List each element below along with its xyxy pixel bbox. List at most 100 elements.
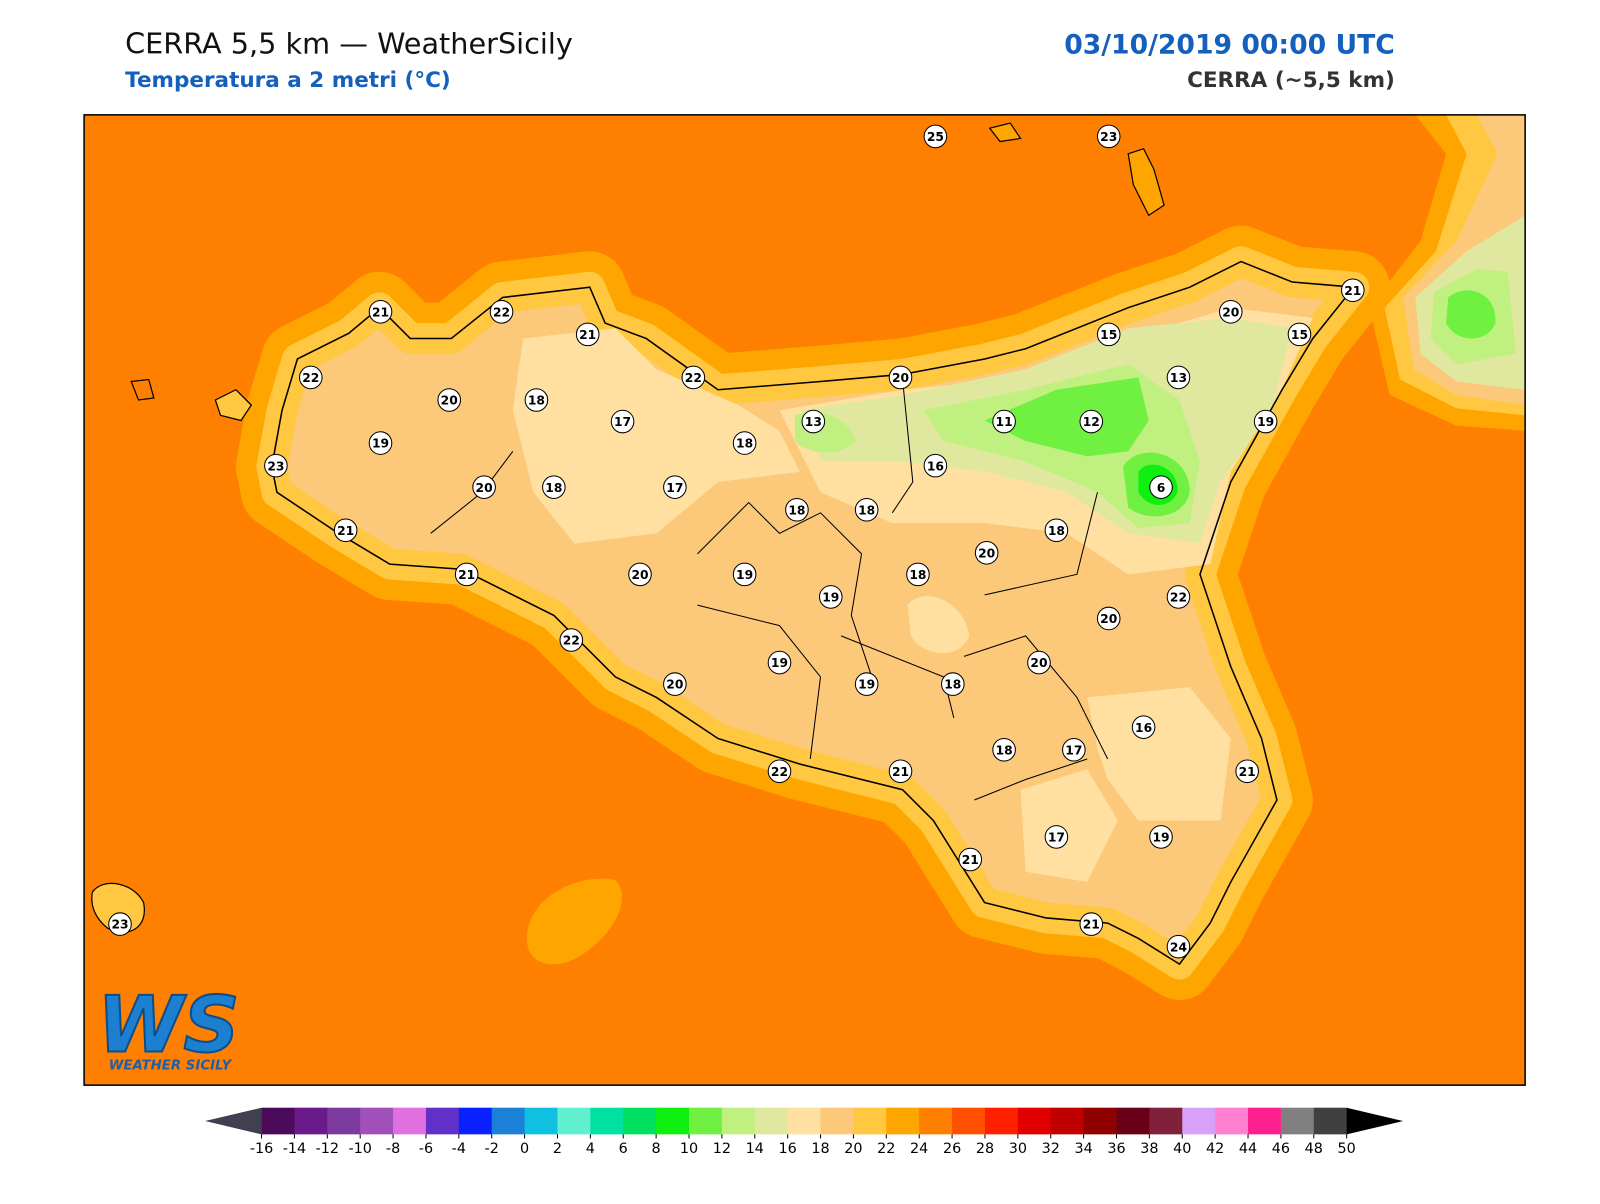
station-value: 11 — [996, 415, 1013, 429]
station-value: 18 — [944, 678, 961, 692]
colorbar-swatch — [721, 1107, 756, 1135]
colorbar-swatch — [984, 1107, 1019, 1135]
colorbar-tick-label: 26 — [943, 1141, 961, 1157]
station-value: 17 — [666, 481, 683, 495]
station-value: 22 — [493, 305, 510, 319]
station-marker — [854, 497, 879, 522]
colorbar-tick-label: 48 — [1305, 1141, 1323, 1157]
station-marker — [888, 365, 913, 390]
colorbar-swatch — [1182, 1107, 1216, 1135]
station-value: 22 — [302, 371, 319, 385]
colorbar-tick-label: 18 — [811, 1141, 829, 1157]
colorbar-tick-label: 44 — [1239, 1141, 1257, 1157]
station-value: 16 — [1135, 721, 1152, 735]
station-marker — [1218, 300, 1243, 324]
colorbar-tick-label: 46 — [1272, 1141, 1290, 1157]
colorbar-swatch — [491, 1107, 526, 1135]
station-value: 19 — [736, 568, 753, 582]
map: 25 23 21 22 21 21 20 15 15 22 22 20 13 20 18 17 13 11 12 19… — [84, 114, 1526, 1086]
colorbar-extend-low — [205, 1107, 262, 1135]
colorbar-swatch — [623, 1107, 657, 1135]
station-value: 16 — [927, 459, 944, 473]
station-marker — [1044, 825, 1069, 849]
station-marker — [628, 562, 652, 587]
station-marker — [1149, 825, 1173, 849]
station-marker — [818, 585, 843, 609]
colorbar-tick-label: -16 — [250, 1141, 273, 1157]
sicily — [235, 225, 1390, 1000]
station-value: 20 — [631, 568, 648, 582]
colorbar-tick-label: 14 — [746, 1141, 764, 1157]
station-value: 22 — [771, 765, 788, 779]
colorbar-swatch — [1280, 1107, 1315, 1135]
colorbar-extend-high — [1346, 1107, 1404, 1135]
station-value: 25 — [927, 130, 944, 144]
station-value: 18 — [858, 503, 875, 517]
station-marker — [559, 628, 584, 652]
station-value: 12 — [1083, 415, 1100, 429]
colorbar-tick-label: 28 — [976, 1141, 994, 1157]
colorbar-swatch — [787, 1107, 822, 1135]
station-marker — [958, 847, 983, 872]
station-value: 22 — [685, 371, 702, 385]
colorbar-tick-label: 34 — [1074, 1141, 1092, 1157]
colorbar-swatch — [327, 1107, 361, 1135]
station-marker — [906, 562, 930, 587]
stations: 25 23 21 22 21 21 20 15 15 22 22 20 13 20 18 17 13 11 12 19… — [108, 124, 1365, 959]
station-marker — [489, 300, 514, 324]
colorbar-swatch — [393, 1107, 427, 1135]
colorbar-tick-label: 10 — [680, 1141, 698, 1157]
station-value: 6 — [1157, 481, 1166, 495]
station-marker — [437, 388, 462, 412]
station-marker — [1253, 409, 1278, 434]
colorbar-swatch — [1017, 1107, 1052, 1135]
station-marker — [1096, 606, 1121, 631]
station-marker — [1079, 409, 1104, 434]
logo: WS WEATHER SICILY — [96, 979, 240, 1073]
colorbar-tick-label: 6 — [619, 1141, 628, 1157]
station-marker — [923, 124, 948, 149]
station-value: 20 — [666, 678, 683, 692]
colorbar-swatch — [1116, 1107, 1150, 1135]
colorbar-swatch — [425, 1107, 460, 1135]
station-marker — [1096, 322, 1121, 347]
colorbar-tick-label: 32 — [1042, 1141, 1060, 1157]
station-value: 15 — [1100, 328, 1117, 342]
colorbar-swatch — [294, 1107, 328, 1135]
station-marker — [524, 388, 549, 412]
colorbar-tick-label: -8 — [386, 1141, 400, 1157]
station-marker — [1149, 475, 1173, 499]
station-value: 23 — [1100, 130, 1117, 144]
calabria — [1369, 114, 1526, 431]
colorbar-swatch — [458, 1107, 493, 1135]
colorbar-tick-label: 20 — [844, 1141, 862, 1157]
station-marker — [1044, 518, 1069, 543]
station-marker — [767, 759, 792, 784]
station-marker — [1235, 759, 1259, 784]
station-marker — [785, 497, 809, 522]
colorbar-swatch — [1313, 1107, 1348, 1135]
colorbar-tick-label: 24 — [910, 1141, 928, 1157]
station-value: 23 — [111, 918, 128, 932]
colorbar-swatch — [360, 1107, 394, 1135]
station-marker — [108, 912, 132, 936]
station-marker — [974, 541, 999, 565]
colorbar-swatch — [1248, 1107, 1282, 1135]
colorbar-tick-label: 38 — [1140, 1141, 1158, 1157]
colorbar-tick-label: 36 — [1107, 1141, 1125, 1157]
station-value: 17 — [1065, 743, 1082, 757]
colorbar-swatch — [1083, 1107, 1118, 1135]
colorbar-swatch — [1215, 1107, 1249, 1135]
colorbar-swatch — [261, 1107, 295, 1135]
colorbar-tick-label: 8 — [652, 1141, 661, 1157]
station-marker — [681, 365, 706, 390]
station-marker — [368, 300, 393, 324]
station-value: 21 — [962, 853, 979, 867]
station-marker — [264, 453, 288, 478]
station-marker — [575, 322, 600, 347]
station-marker — [1287, 322, 1312, 347]
station-value: 18 — [1048, 524, 1065, 538]
station-value: 19 — [1257, 415, 1274, 429]
station-marker — [1341, 278, 1365, 303]
